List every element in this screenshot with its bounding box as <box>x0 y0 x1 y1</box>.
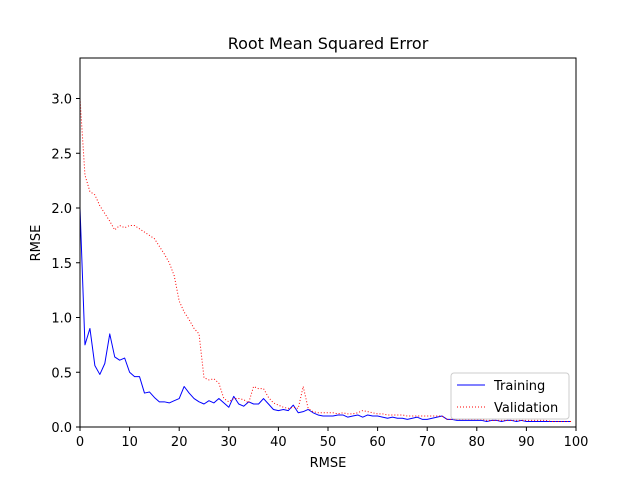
y-axis-title: RMSE <box>29 225 44 262</box>
x-tick-label: 50 <box>320 435 337 450</box>
y-tick-label: 1.5 <box>51 257 72 272</box>
y-tick-label: 0.0 <box>51 421 72 436</box>
x-tick-label: 10 <box>121 435 138 450</box>
training-series-line <box>79 207 572 423</box>
x-tick-label: 0 <box>76 435 84 450</box>
y-axis-ticks: 0.0 0.5 1.0 1.5 2.0 2.5 3.0 <box>51 93 80 436</box>
y-tick-label: 2.5 <box>51 147 72 162</box>
x-tick-label: 30 <box>221 435 238 450</box>
legend: Training Validation <box>450 372 570 420</box>
x-axis-title: RMSE <box>310 456 347 471</box>
legend-training-label: Training <box>493 379 545 394</box>
y-tick-label: 2.0 <box>51 202 72 217</box>
x-tick-label: 70 <box>419 435 436 450</box>
y-tick-label: 3.0 <box>51 93 72 108</box>
chart-title: Root Mean Squared Error <box>228 34 429 53</box>
y-tick-label: 1.0 <box>51 312 72 327</box>
x-tick-label: 60 <box>369 435 386 450</box>
x-tick-label: 40 <box>270 435 287 450</box>
x-tick-label: 80 <box>469 435 486 450</box>
validation-series-line <box>79 98 572 423</box>
legend-validation-label: Validation <box>494 401 558 416</box>
x-tick-label: 90 <box>518 435 535 450</box>
x-tick-label: 100 <box>564 435 589 450</box>
y-tick-label: 0.5 <box>51 366 72 381</box>
x-axis-ticks: 0 10 20 30 40 50 60 70 80 90 100 <box>76 427 589 450</box>
x-tick-label: 20 <box>171 435 188 450</box>
series-layer <box>79 98 572 423</box>
